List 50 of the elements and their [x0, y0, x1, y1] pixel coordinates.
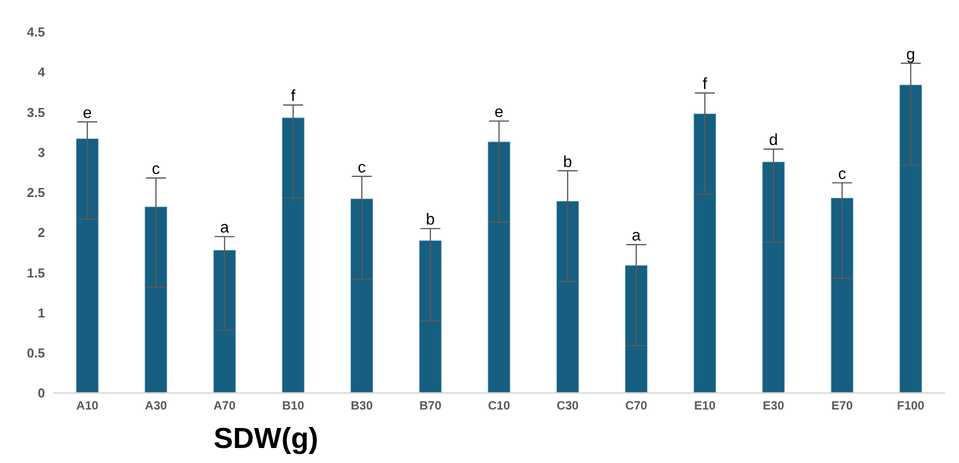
bar: [76, 138, 99, 393]
bar: [625, 265, 648, 393]
y-tick-label: 4.5: [26, 24, 45, 40]
x-tick-label: B70: [419, 398, 442, 413]
x-tick-label: A10: [76, 398, 99, 413]
annotation: c: [358, 159, 366, 176]
x-tick-label: A30: [144, 398, 168, 413]
annotation: c: [152, 161, 160, 178]
bar: [282, 118, 304, 393]
y-tick-label: 3: [38, 144, 45, 160]
x-tick-label: B30: [350, 398, 374, 413]
annotation: c: [838, 166, 846, 183]
annotation: b: [563, 154, 572, 171]
bar: [419, 240, 442, 393]
bar: [694, 114, 716, 393]
bar: [899, 84, 922, 393]
bar: [213, 250, 236, 393]
annotation: g: [906, 46, 916, 64]
bar: [488, 142, 510, 393]
y-tick-label: 0: [38, 386, 45, 401]
bar: [350, 198, 374, 393]
annotation: b: [426, 212, 435, 229]
x-tick-label: E10: [694, 398, 716, 413]
x-tick-label: C10: [488, 398, 510, 413]
x-tick-label: A70: [214, 398, 236, 413]
annotation: d: [769, 132, 778, 150]
y-tick-label: 0.5: [26, 346, 45, 361]
bar: [144, 206, 168, 393]
annotation: a: [220, 220, 230, 237]
annotation: a: [632, 228, 641, 245]
y-tick-label: 3.5: [26, 104, 45, 120]
x-tick-label: C70: [625, 398, 648, 413]
x-tick-label: E70: [831, 398, 854, 413]
bar: [830, 198, 854, 393]
x-axis-title: SDW(g): [214, 423, 318, 455]
y-tick-label: 4: [38, 64, 46, 80]
annotation: e: [494, 104, 504, 122]
x-tick-label: F100: [897, 398, 925, 413]
annotation: f: [290, 88, 296, 105]
y-tick-label: 2: [38, 225, 45, 240]
x-tick-label: B10: [282, 398, 304, 413]
y-tick-label: 2.5: [26, 185, 45, 200]
y-tick-label: 1: [38, 305, 45, 320]
x-tick-label: E30: [762, 398, 784, 413]
bar: [762, 162, 785, 393]
x-tick-label: C30: [556, 398, 579, 413]
y-tick-label: 1.5: [26, 265, 45, 280]
annotation: f: [702, 76, 708, 93]
bar: [556, 201, 579, 393]
annotation: e: [82, 104, 92, 122]
